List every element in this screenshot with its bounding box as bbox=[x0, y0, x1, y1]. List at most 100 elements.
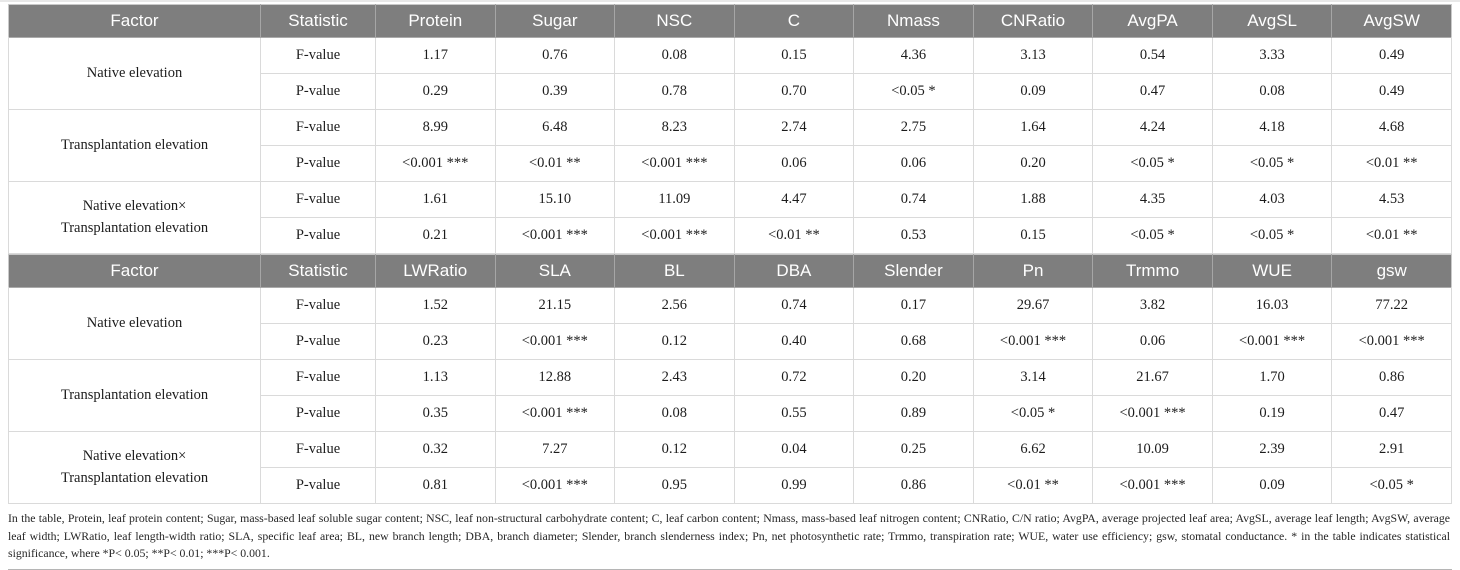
factor-cell: Native elevation× Transplantation elevati… bbox=[8, 181, 261, 254]
cell-f-value: 21.67 bbox=[1092, 359, 1213, 396]
cell-f-value: 1.64 bbox=[972, 109, 1094, 146]
factor-cell: Transplantation elevation bbox=[8, 359, 261, 432]
column-header-avgsw: AvgSW bbox=[1331, 4, 1452, 38]
cell-p-value: 0.70 bbox=[733, 73, 855, 110]
statistic-label: P-value bbox=[260, 467, 376, 504]
cell-p-value: 0.86 bbox=[853, 467, 974, 504]
column-header-cnratio: CNRatio bbox=[972, 4, 1093, 38]
statistic-label: P-value bbox=[260, 73, 376, 110]
cell-p-value: <0.05 * bbox=[972, 395, 1094, 432]
cell-p-value: <0.05 * bbox=[1092, 145, 1213, 182]
cell-p-value: <0.001 *** bbox=[972, 323, 1094, 360]
cell-f-value: 1.17 bbox=[375, 37, 496, 74]
column-header-slender: Slender bbox=[853, 254, 974, 288]
cell-f-value: 2.74 bbox=[733, 109, 855, 146]
column-header-wue: WUE bbox=[1211, 254, 1332, 288]
cell-f-value: 4.35 bbox=[1092, 181, 1213, 218]
anova-table-branch-physiology: Factor Statistic LWRatio SLA BL DBA Slender Pn T… bbox=[8, 254, 1452, 504]
cell-f-value: 0.49 bbox=[1331, 37, 1452, 74]
cell-f-value: 4.18 bbox=[1211, 109, 1333, 146]
column-header-nsc: NSC bbox=[614, 4, 735, 38]
statistic-label: F-value bbox=[260, 181, 376, 218]
cell-f-value: 0.72 bbox=[733, 359, 855, 396]
column-header-pn: Pn bbox=[972, 254, 1093, 288]
cell-f-value: 2.91 bbox=[1331, 431, 1452, 468]
cell-p-value: 0.99 bbox=[733, 467, 855, 504]
cell-f-value: 4.03 bbox=[1211, 181, 1333, 218]
cell-f-value: 21.15 bbox=[494, 287, 616, 324]
cell-f-value: 2.39 bbox=[1211, 431, 1333, 468]
column-header-sla: SLA bbox=[494, 254, 615, 288]
statistic-label: F-value bbox=[260, 109, 376, 146]
cell-p-value: <0.001 *** bbox=[494, 323, 616, 360]
statistic-label: F-value bbox=[260, 431, 376, 468]
column-header-statistic: Statistic bbox=[260, 4, 376, 38]
cell-p-value: 0.39 bbox=[494, 73, 616, 110]
cell-p-value: 0.15 bbox=[972, 217, 1094, 254]
cell-p-value: 0.35 bbox=[375, 395, 496, 432]
factor-cell: Transplantation elevation bbox=[8, 109, 261, 182]
cell-f-value: 3.14 bbox=[972, 359, 1094, 396]
cell-f-value: 8.99 bbox=[375, 109, 496, 146]
cell-f-value: 1.70 bbox=[1211, 359, 1333, 396]
anova-table-leaf-traits: Factor Statistic Protein Sugar NSC C Nmass CNRa… bbox=[8, 4, 1452, 254]
cell-f-value: 3.82 bbox=[1092, 287, 1213, 324]
cell-f-value: 6.48 bbox=[494, 109, 616, 146]
cell-f-value: 29.67 bbox=[972, 287, 1094, 324]
cell-f-value: 4.24 bbox=[1092, 109, 1213, 146]
table-row: P-value 0.29 0.39 0.78 0.70 <0.05 * 0.09 0.47 0.… bbox=[9, 73, 1452, 110]
column-header-avgpa: AvgPA bbox=[1092, 4, 1213, 38]
table-footnote: In the table, Protein, leaf protein cont… bbox=[8, 506, 1452, 570]
column-header-nmass: Nmass bbox=[853, 4, 974, 38]
cell-f-value: 1.61 bbox=[375, 181, 496, 218]
cell-p-value: 0.12 bbox=[614, 323, 735, 360]
cell-f-value: 0.74 bbox=[853, 181, 974, 218]
factor-cell: Native elevation× Transplantation elevati… bbox=[8, 431, 261, 504]
cell-f-value: 0.08 bbox=[614, 37, 735, 74]
cell-p-value: 0.20 bbox=[972, 145, 1094, 182]
column-header-lwratio: LWRatio bbox=[375, 254, 496, 288]
statistic-label: P-value bbox=[260, 323, 376, 360]
cell-p-value: <0.001 *** bbox=[614, 217, 735, 254]
statistic-label: F-value bbox=[260, 359, 376, 396]
header-row: Factor Statistic LWRatio SLA BL DBA Slender Pn T… bbox=[8, 254, 1452, 288]
cell-f-value: 0.15 bbox=[733, 37, 855, 74]
cell-p-value: 0.47 bbox=[1331, 395, 1452, 432]
cell-f-value: 0.86 bbox=[1331, 359, 1452, 396]
column-header-sugar: Sugar bbox=[494, 4, 615, 38]
table-row: P-value <0.001 *** <0.01 ** <0.001 *** 0.06 0… bbox=[9, 145, 1452, 182]
cell-p-value: <0.001 *** bbox=[1092, 395, 1213, 432]
statistic-label: P-value bbox=[260, 217, 376, 254]
cell-p-value: <0.001 *** bbox=[375, 145, 496, 182]
cell-p-value: <0.001 *** bbox=[494, 467, 616, 504]
cell-p-value: <0.001 *** bbox=[494, 395, 616, 432]
table-row: P-value 0.81 <0.001 *** 0.95 0.99 0.86 <0.01 *… bbox=[9, 467, 1452, 504]
cell-p-value: <0.01 ** bbox=[494, 145, 616, 182]
cell-f-value: 3.13 bbox=[972, 37, 1094, 74]
cell-f-value: 1.88 bbox=[972, 181, 1094, 218]
cell-p-value: <0.01 ** bbox=[1331, 217, 1452, 254]
cell-p-value: 0.09 bbox=[972, 73, 1094, 110]
cell-f-value: 0.25 bbox=[853, 431, 974, 468]
cell-p-value: <0.001 *** bbox=[494, 217, 616, 254]
cell-p-value: 0.08 bbox=[1211, 73, 1333, 110]
header-row: Factor Statistic Protein Sugar NSC C Nmass CNRa… bbox=[8, 4, 1452, 38]
cell-p-value: <0.001 *** bbox=[614, 145, 735, 182]
cell-p-value: <0.05 * bbox=[1092, 217, 1213, 254]
cell-p-value: 0.78 bbox=[614, 73, 735, 110]
column-header-protein: Protein bbox=[375, 4, 496, 38]
table-row: Transplantation elevation F-value 8.99 6.48… bbox=[8, 109, 1452, 182]
cell-f-value: 4.53 bbox=[1331, 181, 1452, 218]
factor-cell: Native elevation bbox=[8, 287, 261, 360]
cell-p-value: 0.81 bbox=[375, 467, 496, 504]
cell-f-value: 4.36 bbox=[853, 37, 974, 74]
column-header-bl: BL bbox=[614, 254, 735, 288]
cell-f-value: 77.22 bbox=[1331, 287, 1452, 324]
cell-f-value: 16.03 bbox=[1211, 287, 1333, 324]
cell-f-value: 6.62 bbox=[972, 431, 1094, 468]
statistic-label: F-value bbox=[260, 37, 376, 74]
cell-p-value: 0.55 bbox=[733, 395, 855, 432]
cell-f-value: 11.09 bbox=[614, 181, 735, 218]
cell-f-value: 0.20 bbox=[853, 359, 974, 396]
cell-p-value: 0.89 bbox=[853, 395, 974, 432]
